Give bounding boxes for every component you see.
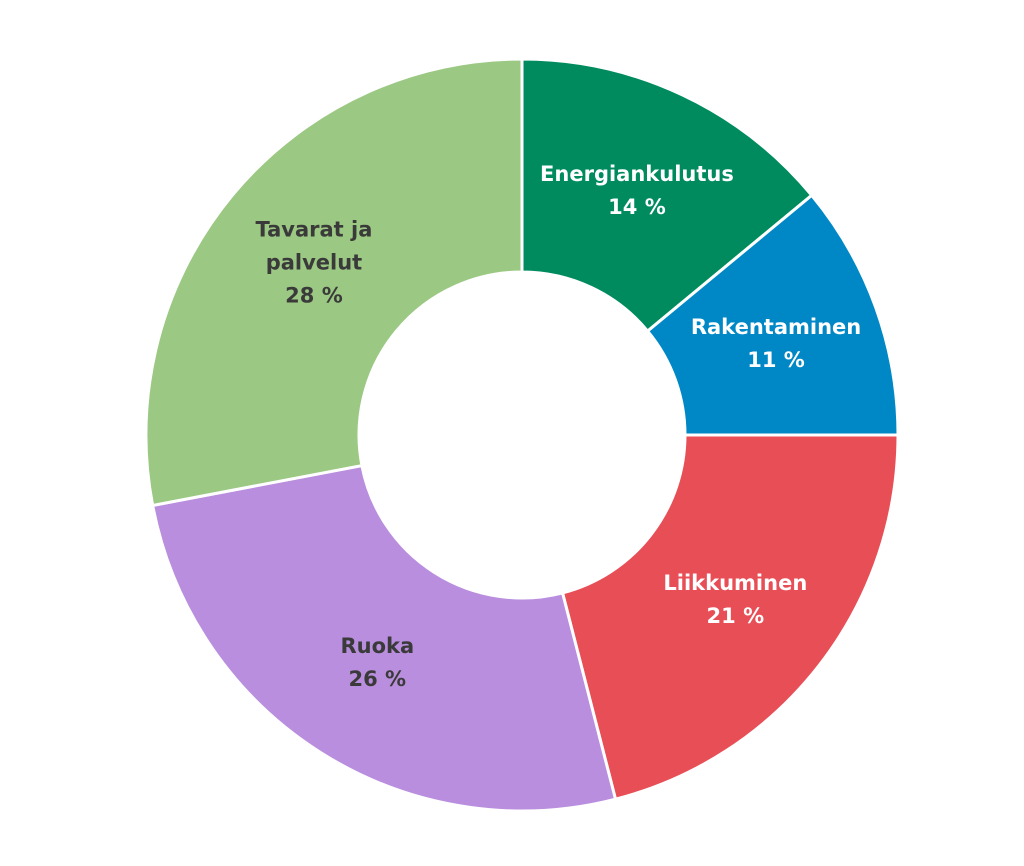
slice-label: Rakentaminen 11 %: [691, 311, 861, 377]
category-label: Ruoka: [340, 633, 415, 658]
slice-label: Energiankulutus 14 %: [540, 158, 734, 224]
value-label: 28 %: [285, 283, 343, 308]
slice: [144, 57, 524, 508]
slice: [560, 433, 900, 802]
category-label: Rakentaminen: [690, 314, 862, 339]
slice: [520, 57, 814, 334]
value-label: 14 %: [608, 194, 666, 219]
slice-label: Tavarat ja palvelut 28 %: [224, 213, 404, 312]
value-label: 26 %: [348, 666, 407, 691]
slice-label: Liikkuminen 21 %: [663, 567, 807, 633]
slice-label: Ruoka 26 %: [340, 630, 414, 696]
category-label: Liikkuminen: [663, 571, 808, 596]
value-label: 11 %: [747, 347, 805, 372]
category-label: Energiankulutus: [540, 161, 734, 186]
slice: [645, 193, 900, 437]
slice: [150, 463, 618, 813]
value-label: 21 %: [706, 604, 765, 629]
category-label: Tavarat ja palvelut: [255, 217, 373, 275]
